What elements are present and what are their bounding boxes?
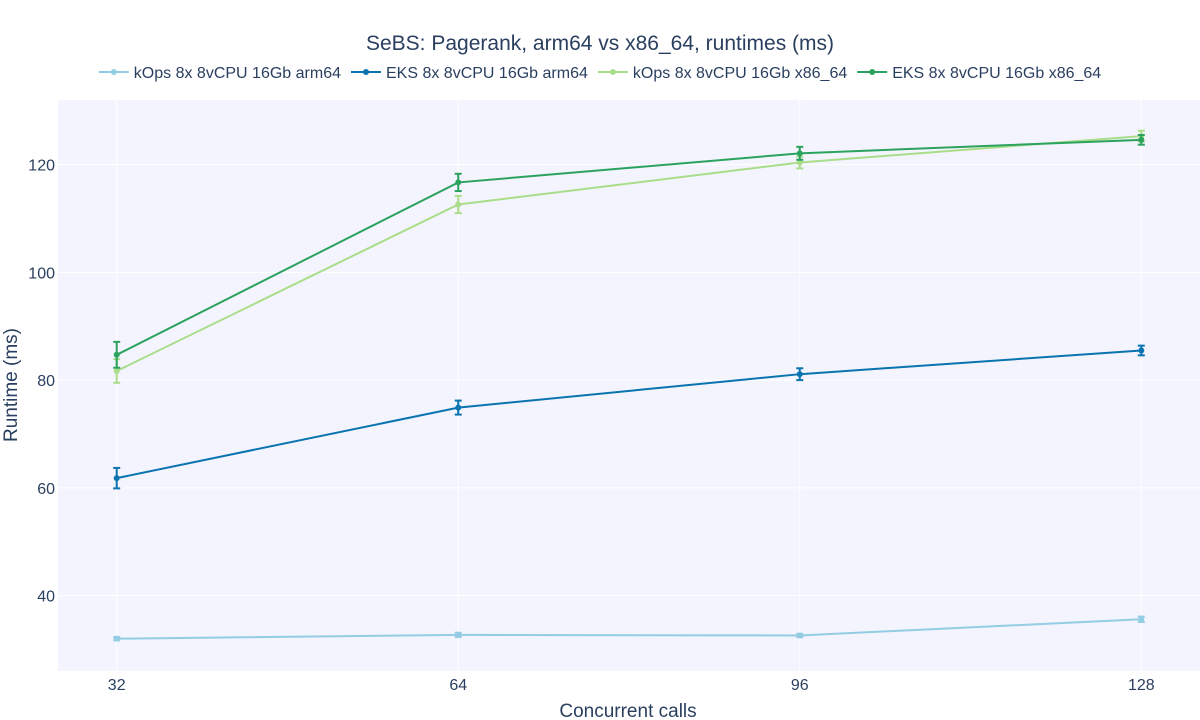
- data-point[interactable]: [113, 475, 120, 482]
- data-point[interactable]: [796, 632, 803, 639]
- legend-label: kOps 8x 8vCPU 16Gb arm64: [134, 65, 341, 82]
- x-tick-label: 32: [108, 677, 126, 694]
- legend-label: EKS 8x 8vCPU 16Gb x86_64: [892, 65, 1101, 82]
- data-point[interactable]: [455, 201, 462, 208]
- series-line: [116, 349, 1142, 480]
- data-point[interactable]: [1138, 616, 1145, 623]
- chart-title: SeBS: Pagerank, arm64 vs x86_64, runtime…: [366, 32, 834, 55]
- y-tick-label: 40: [37, 589, 55, 606]
- data-point[interactable]: [1138, 347, 1145, 354]
- legend-swatch-marker: [363, 69, 369, 75]
- tick-labels: 40 60 80 100 120 32 64 96 128: [28, 158, 1154, 694]
- x-tick-label: 64: [449, 677, 467, 694]
- data-point[interactable]: [796, 150, 803, 157]
- data-point[interactable]: [113, 351, 120, 358]
- legend-label: EKS 8x 8vCPU 16Gb arm64: [386, 65, 588, 82]
- legend-swatch-marker: [609, 69, 616, 75]
- legend-swatch-marker: [869, 69, 876, 75]
- y-tick-label: 120: [28, 158, 55, 175]
- x-tick-label: 96: [791, 677, 809, 694]
- data-point[interactable]: [796, 371, 803, 378]
- data-point[interactable]: [113, 635, 120, 642]
- data-point[interactable]: [455, 404, 462, 411]
- legend-item-3[interactable]: kOps 8x 8vCPU 16Gb x86_64: [597, 65, 847, 82]
- legend-item-2[interactable]: EKS 8x 8vCPU 16Gb arm64: [351, 65, 588, 82]
- data-point[interactable]: [796, 159, 803, 166]
- y-axis-title: Runtime (ms): [1, 328, 22, 442]
- data-point[interactable]: [1138, 136, 1145, 143]
- series-line: [116, 138, 1142, 356]
- data-point[interactable]: [455, 179, 462, 186]
- x-axis-title: Concurrent calls: [559, 701, 696, 720]
- x-tick-label: 128: [1128, 677, 1155, 694]
- y-tick-label: 100: [28, 265, 55, 282]
- y-tick-label: 80: [37, 373, 55, 390]
- grid: [58, 100, 1200, 671]
- data-point[interactable]: [113, 367, 120, 374]
- series-line: [116, 135, 1142, 372]
- series-line: [116, 618, 1142, 640]
- legend-item-1[interactable]: kOps 8x 8vCPU 16Gb arm64: [98, 65, 341, 82]
- legend-item-4[interactable]: EKS 8x 8vCPU 16Gb x86_64: [857, 65, 1101, 82]
- series-1: [113, 615, 1145, 642]
- data-point[interactable]: [455, 631, 462, 638]
- series-group: [113, 129, 1145, 642]
- series-4: [113, 134, 1145, 369]
- y-tick-label: 60: [37, 481, 55, 498]
- legend-label: kOps 8x 8vCPU 16Gb x86_64: [633, 65, 847, 82]
- legend[interactable]: kOps 8x 8vCPU 16Gb arm64 EKS 8x 8vCPU 16G…: [98, 65, 1102, 82]
- series-2: [113, 344, 1145, 490]
- plot-background: [58, 100, 1200, 671]
- legend-swatch-marker: [110, 69, 117, 75]
